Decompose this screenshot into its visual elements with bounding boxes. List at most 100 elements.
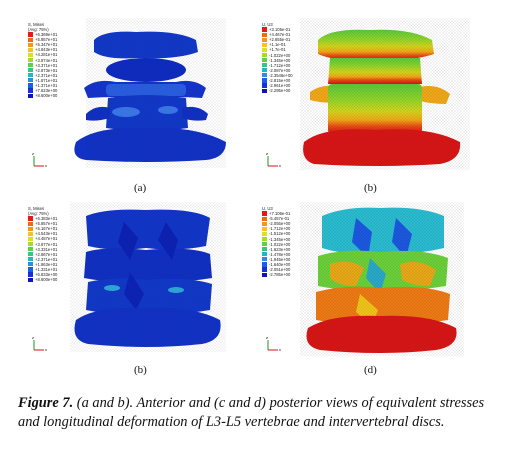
legend-subtitle: (Avg: 75%) [28,211,49,216]
axis-triad: z x [266,335,281,352]
legend-title: S, Mises [28,206,45,211]
svg-text:x: x [279,163,281,168]
legend-entry: +2.655e-01 [262,37,308,42]
legend-value: -1.712e+00 [269,62,291,68]
legend-entry: -2.051e+00 [262,267,308,272]
legend-entry: -1.945e+00 [262,257,308,262]
spine-model-anterior-stress [74,18,226,168]
legend-entry: +5.857e+01 [28,37,74,42]
legend-value: -1.640e+00 [269,261,291,267]
legend-swatch [262,37,267,42]
legend: U, U3 +3.105e-01 +4.467e-01 +2.655e-01 +1.1e… [262,22,308,93]
legend-value: +7.106e-01 [269,211,291,217]
legend-swatch [28,73,33,78]
legend-entry: -2.3546e+00 [262,73,308,78]
legend-entry: -2.815e+00 [262,78,308,83]
legend-entry: +6.833e+00 [28,272,74,277]
legend-entry: +3.877e+01 [28,241,74,247]
legend-entry: +1.1e-01 [262,42,308,47]
legend-swatch [262,267,267,272]
legend-value: +6.833e+00 [35,272,58,278]
legend-value: -1.022e+00 [269,241,291,247]
legend-value: +7.623e+00 [35,88,58,94]
legend-value: +3.371e+01 [35,62,58,68]
legend-entry: -1.022e+00 [262,52,308,58]
legend-swatch [28,247,33,252]
legend-swatch [28,226,33,231]
legend-value: +1.863e+01 [35,261,58,267]
legend-swatch [262,262,267,267]
legend-entry: +2.371e+01 [28,73,74,78]
legend-value: +3.105e-01 [269,27,291,33]
legend-value: -1.512e+00 [269,231,291,237]
legend-value: -1.712e+00 [269,226,291,232]
legend-swatch [262,236,267,242]
legend-value: -2.815e+00 [269,77,291,83]
legend-value: -1.623e+00 [269,246,291,252]
legend-swatch [28,78,33,83]
legend-swatch [28,277,33,282]
legend-swatch [28,241,33,247]
legend-swatch [262,78,267,83]
legend-value: -2.961e+00 [269,83,291,89]
svg-text:z: z [32,335,34,340]
panel-caption: (b) [364,182,377,194]
legend-value: +8.600e+00 [35,277,58,283]
legend-value: +2.873e+01 [35,67,58,73]
legend-entry: +4.281e+01 [28,52,74,57]
legend-value: +8.600e+00 [35,93,58,99]
legend-value: +3.877e+01 [35,241,58,247]
legend-swatch [262,221,267,226]
legend-swatch [28,37,33,42]
legend-title: U, U3 [262,206,273,211]
legend-swatch [28,257,33,262]
legend-swatch [28,236,33,242]
svg-text:x: x [45,163,47,168]
legend-entry: -1.512e+00 [262,231,308,236]
legend: U, U3 +7.106e-01 -5.457e-01 -2.055e+00 -1.71… [262,206,308,277]
legend-entry: -1.712e+00 [262,226,308,231]
legend-swatch [28,52,33,58]
legend-entry: +1.871e+01 [28,78,74,83]
legend-value: +2.655e-01 [269,37,291,43]
legend-entry: -2.785e+00 [262,272,308,277]
legend-entry: -2.087e+00 [262,68,308,73]
legend-value: -2.295e+00 [269,88,291,94]
legend-swatch [262,242,267,247]
legend-entry: +1.7e-01 [262,47,308,52]
legend-value: +2.371e+01 [35,72,58,78]
legend-entry: -2.055e+00 [262,221,308,226]
legend-value: +6.383e+01 [35,216,58,222]
legend-value: -2.087e+00 [269,67,291,73]
legend-value: +2.371e+01 [35,256,58,262]
legend-value: +5.347e+01 [35,42,58,48]
legend-swatch [28,42,33,47]
legend-swatch [28,221,33,226]
spine-model-posterior-stress [70,202,226,352]
legend-entry: -1.712e+00 [262,63,308,68]
legend-swatch [262,252,267,257]
legend-swatch [28,68,33,73]
legend-swatch [262,63,267,68]
legend-entry: -1.478e+00 [262,252,308,257]
legend-swatch [262,247,267,252]
svg-text:z: z [266,151,268,156]
legend-swatch [262,83,267,88]
legend-swatch [262,272,267,277]
legend: S, Mises (Avg: 75%) +6.383e+01 +5.857e+01 +5… [28,206,74,282]
legend-entry: -2.295e+00 [262,88,308,93]
legend-value: -1.345e+00 [269,57,291,63]
legend-swatch [262,58,267,63]
legend-swatch [28,231,33,236]
legend-swatch [262,231,267,237]
legend-entry: +8.600e+00 [28,93,74,98]
legend-swatch [262,27,267,32]
legend-entry: +3.331e+01 [28,247,74,252]
legend-value: -2.785e+00 [269,272,291,278]
legend-entry: +3.105e-01 [262,27,308,32]
panel-caption: (a) [134,182,147,194]
legend-swatch [28,47,33,52]
legend-swatch [28,32,33,37]
legend-value: -2.3546e+00 [269,72,293,78]
panel-a: S, Mises (Avg: 75%) +6.369e+01 +5.857e+01 +5… [26,18,266,194]
